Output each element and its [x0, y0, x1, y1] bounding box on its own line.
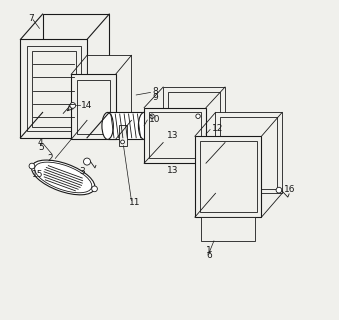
Ellipse shape [196, 114, 200, 118]
Polygon shape [200, 141, 257, 212]
Polygon shape [144, 108, 206, 163]
Ellipse shape [102, 112, 113, 140]
Polygon shape [43, 14, 109, 112]
Polygon shape [108, 112, 144, 140]
Text: 15: 15 [32, 170, 43, 179]
Ellipse shape [150, 114, 154, 118]
Text: 2: 2 [47, 154, 53, 163]
Ellipse shape [92, 186, 97, 192]
Ellipse shape [29, 163, 35, 169]
Text: 3: 3 [79, 167, 85, 176]
Ellipse shape [32, 160, 95, 195]
Polygon shape [216, 112, 282, 193]
Text: 11: 11 [129, 198, 141, 207]
Polygon shape [87, 55, 132, 120]
Polygon shape [20, 39, 87, 138]
Ellipse shape [70, 103, 76, 108]
Ellipse shape [276, 187, 282, 193]
Polygon shape [195, 136, 261, 217]
Polygon shape [27, 46, 81, 132]
Text: 13: 13 [167, 131, 179, 140]
Text: 16: 16 [284, 185, 296, 194]
Polygon shape [46, 163, 58, 178]
Ellipse shape [35, 162, 92, 193]
Text: 8: 8 [152, 87, 158, 96]
Ellipse shape [138, 112, 150, 140]
Text: 10: 10 [149, 115, 160, 124]
Polygon shape [168, 92, 220, 138]
Polygon shape [77, 80, 110, 134]
Text: 14: 14 [81, 101, 93, 110]
Text: 12: 12 [212, 124, 224, 133]
Text: 6: 6 [206, 251, 212, 260]
Polygon shape [32, 51, 76, 127]
Polygon shape [149, 112, 201, 158]
Text: 9: 9 [152, 93, 158, 102]
Text: 1: 1 [206, 246, 212, 255]
Ellipse shape [83, 158, 91, 165]
Polygon shape [201, 217, 255, 241]
Polygon shape [220, 117, 277, 188]
Text: 4: 4 [38, 138, 43, 147]
Ellipse shape [43, 161, 48, 167]
Polygon shape [163, 87, 225, 142]
Text: 5: 5 [38, 143, 44, 152]
Text: 13: 13 [167, 166, 179, 175]
Polygon shape [119, 125, 127, 146]
Text: 7: 7 [28, 14, 34, 23]
Ellipse shape [121, 140, 124, 144]
Polygon shape [71, 74, 116, 140]
